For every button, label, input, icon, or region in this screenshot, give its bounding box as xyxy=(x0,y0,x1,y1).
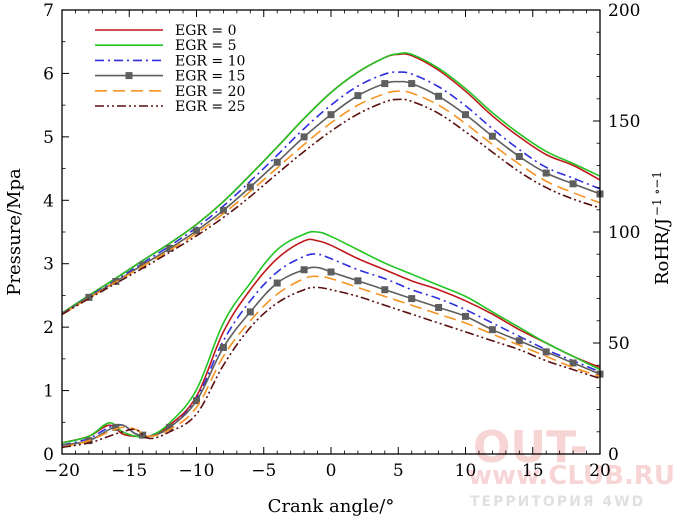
pressure-line-egr-5 xyxy=(61,52,601,314)
y2-tick-label: 100 xyxy=(608,223,640,243)
pressure-marker-egr-15 xyxy=(219,206,227,214)
legend-label-egr-25: EGR = 25 xyxy=(175,99,245,115)
y2-axis-title-main: RoHR/J xyxy=(652,218,673,285)
pressure-marker-egr-15 xyxy=(408,80,416,88)
pressure-marker-egr-15 xyxy=(488,132,496,140)
pressure-marker-egr-15 xyxy=(462,111,469,119)
y2-axis-title: RoHR/J −1 ∘−1 xyxy=(650,171,673,285)
x-tick-label: −20 xyxy=(44,461,80,481)
pressure-marker-egr-15 xyxy=(193,227,200,235)
y2-tick-label: 0 xyxy=(608,445,619,465)
x-tick-label: −10 xyxy=(179,461,215,481)
pressure-marker-egr-15 xyxy=(273,158,281,166)
pressure-marker-egr-15 xyxy=(246,183,254,191)
rohr-line-egr-20 xyxy=(61,275,601,449)
legend-label-egr-15: EGR = 15 xyxy=(175,69,245,85)
rohr-marker-egr-15 xyxy=(515,337,523,345)
watermark-tagline: ТЕРРИТОРИЯ 4WD xyxy=(470,494,645,510)
x-tick-label: 15 xyxy=(522,461,544,481)
pressure-line-egr-10 xyxy=(61,71,601,315)
watermark-main: OUT- xyxy=(473,422,588,473)
rohr-marker-egr-15 xyxy=(246,308,254,316)
rohr-marker-egr-15 xyxy=(166,423,174,431)
x-tick-label: 5 xyxy=(393,461,404,481)
legend-label-egr-0: EGR = 0 xyxy=(175,23,236,39)
pressure-marker-egr-15 xyxy=(381,80,389,88)
legend-label-egr-5: EGR = 5 xyxy=(175,38,236,54)
rohr-line-egr-5 xyxy=(61,230,601,444)
legend-label-egr-20: EGR = 20 xyxy=(175,84,245,100)
pressure-marker-egr-15 xyxy=(300,133,308,141)
y-tick-label: 5 xyxy=(43,128,54,148)
rohr-marker-egr-15 xyxy=(354,277,362,285)
rohr-marker-egr-15 xyxy=(112,423,120,431)
y-tick-label: 7 xyxy=(43,1,54,21)
rohr-line-egr-25 xyxy=(61,286,601,449)
y2-tick-label: 150 xyxy=(608,112,640,132)
y-tick-label: 4 xyxy=(43,191,54,211)
rohr-marker-egr-15 xyxy=(273,279,281,287)
x-tick-label: 20 xyxy=(589,461,611,481)
rohr-marker-egr-15 xyxy=(408,295,416,303)
rohr-marker-egr-15 xyxy=(381,286,389,294)
rohr-line-egr-15 xyxy=(61,266,601,446)
pressure-marker-egr-15 xyxy=(354,92,362,100)
watermark: OUT- www.CLUB.RU ТЕРРИТОРИЯ 4WD xyxy=(468,422,675,510)
y2-tick-label: 200 xyxy=(608,1,640,21)
pressure-marker-egr-15 xyxy=(166,244,174,252)
x-tick-label: −5 xyxy=(251,461,276,481)
pressure-marker-egr-15 xyxy=(139,261,147,269)
pressure-line-egr-15 xyxy=(61,80,601,315)
pressure-marker-egr-15 xyxy=(542,169,550,177)
rohr-marker-egr-15 xyxy=(435,303,443,311)
rohr-marker-egr-15 xyxy=(542,348,550,356)
rohr-marker-egr-15 xyxy=(219,343,227,351)
y-tick-label: 1 xyxy=(43,382,54,402)
y2-axis-title-sup: −1 ∘−1 xyxy=(650,171,664,216)
x-tick-label: −15 xyxy=(111,461,147,481)
pressure-line-egr-20 xyxy=(61,90,601,316)
pressure-marker-egr-15 xyxy=(327,111,335,119)
rohr-marker-egr-15 xyxy=(462,312,469,320)
x-tick-label: 10 xyxy=(455,461,477,481)
pressure-line-egr-25 xyxy=(61,98,601,316)
y2-tick-label: 50 xyxy=(608,334,630,354)
rohr-marker-egr-15 xyxy=(327,268,335,276)
y-axis-title: Pressure/Mpa xyxy=(4,168,25,296)
legend-marker xyxy=(125,72,133,80)
series-layer xyxy=(61,52,604,449)
y-tick-label: 6 xyxy=(43,64,54,84)
rohr-marker-egr-15 xyxy=(139,431,147,439)
rohr-marker-egr-15 xyxy=(569,359,577,367)
rohr-marker-egr-15 xyxy=(193,397,200,405)
rohr-marker-egr-15 xyxy=(300,266,308,274)
x-axis-title: Crank angle/° xyxy=(268,496,395,517)
x-tick-label: 0 xyxy=(326,461,337,481)
y-tick-label: 3 xyxy=(43,255,54,275)
pressure-marker-egr-15 xyxy=(515,153,523,161)
y-tick-label: 2 xyxy=(43,318,54,338)
pressure-marker-egr-15 xyxy=(85,293,93,301)
plot-frame xyxy=(61,9,601,455)
legend-label-egr-10: EGR = 10 xyxy=(175,53,245,69)
watermark-domain: www.CLUB.RU xyxy=(468,461,675,491)
rohr-marker-egr-15 xyxy=(488,326,496,334)
y-tick-label: 0 xyxy=(43,445,54,465)
pressure-marker-egr-15 xyxy=(435,92,443,100)
pressure-marker-egr-15 xyxy=(569,180,577,188)
